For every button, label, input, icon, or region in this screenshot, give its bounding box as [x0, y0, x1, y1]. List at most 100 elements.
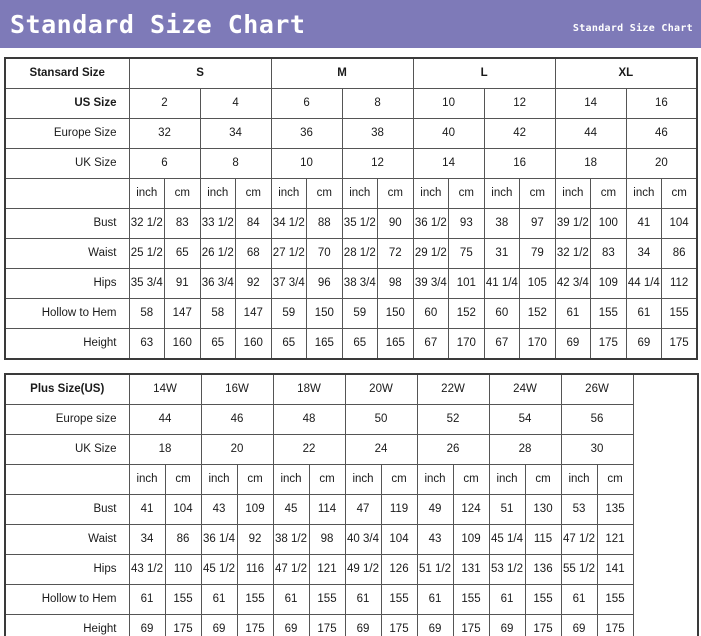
table-cell: 175	[524, 614, 562, 636]
table-cell: 27 1/2	[270, 238, 308, 269]
table-cell: 114	[308, 494, 346, 525]
table-cell: 45 1/4	[488, 524, 526, 555]
plus-size-16w: 16W	[200, 373, 274, 405]
table-cell: 39 3/4	[412, 268, 450, 299]
table-cell: 47 1/2	[560, 524, 598, 555]
table-cell: 34	[128, 524, 166, 555]
plus-size-header-label: Plus Size(US)	[4, 373, 130, 405]
unit-cell: cm	[524, 464, 562, 495]
table-row: Waist 25 1/2 65 26 1/2 68 27 1/2 70 28 1/2 72 29 …	[4, 238, 698, 269]
table-cell: 61	[488, 584, 526, 615]
standard-size-table: Stansard Size S M L XL US Size 2 4 6 8 10 12 14 16 Eur…	[4, 57, 699, 360]
table-cell: 100	[590, 208, 627, 239]
table-cell: 31	[483, 238, 521, 269]
table-cell: 38 3/4	[341, 268, 379, 299]
table-cell: 79	[519, 238, 556, 269]
table-cell: 60	[412, 298, 450, 329]
table-cell: 41 1/4	[483, 268, 521, 299]
table-cell: 175	[308, 614, 346, 636]
table-cell: 18	[128, 434, 202, 465]
table-cell: 8	[199, 148, 272, 179]
table-cell: 155	[308, 584, 346, 615]
table-row: inch cm inch cm inch cm inch cm inch cm inch cm inch…	[4, 178, 698, 209]
table-cell: 8	[341, 88, 414, 119]
table-cell: 10	[412, 88, 485, 119]
table-cell: 49	[416, 494, 454, 525]
table-cell: 175	[164, 614, 202, 636]
table-cell: 26	[416, 434, 490, 465]
table-cell: 109	[590, 268, 627, 299]
table-cell: 34	[625, 238, 663, 269]
row-label: Hips	[4, 268, 130, 299]
table-cell: 109	[236, 494, 274, 525]
table-cell: 65	[341, 328, 379, 360]
table-row: Hips 43 1/2 110 45 1/2 116 47 1/2 121 49 1/2 126…	[4, 554, 698, 585]
unit-cell: inch	[416, 464, 454, 495]
table-row: UK Size 18 20 22 24 26 28 30	[4, 434, 698, 465]
table-cell: 35 1/2	[341, 208, 379, 239]
table-cell: 44	[128, 404, 202, 435]
unit-cell: cm	[377, 178, 414, 209]
table-cell: 16	[483, 148, 556, 179]
row-label: Waist	[4, 238, 130, 269]
unit-cell: inch	[560, 464, 598, 495]
table-cell: 150	[306, 298, 343, 329]
unit-cell: inch	[200, 464, 238, 495]
table-row: inch cm inch cm inch cm inch cm inch cm inch cm inch…	[4, 464, 698, 495]
unit-cell: cm	[452, 464, 490, 495]
table-cell: 88	[306, 208, 343, 239]
unit-cell: inch	[344, 464, 382, 495]
table-cell: 86	[164, 524, 202, 555]
table-cell: 92	[236, 524, 274, 555]
table-cell: 33 1/2	[199, 208, 236, 239]
row-label: Height	[4, 328, 130, 360]
table-cell: 91	[164, 268, 201, 299]
table-cell: 67	[412, 328, 450, 360]
unit-cell: inch	[128, 178, 165, 209]
table-cell: 45 1/2	[200, 554, 238, 585]
table-cell: 170	[519, 328, 556, 360]
table-cell: 155	[452, 584, 490, 615]
table-cell: 155	[596, 584, 634, 615]
row-label: Europe size	[4, 404, 130, 435]
table-cell: 37 3/4	[270, 268, 308, 299]
unit-cell: inch	[412, 178, 450, 209]
table-cell: 98	[377, 268, 414, 299]
table-cell: 34	[199, 118, 272, 149]
table-row: Bust 41 104 43 109 45 114 47 119 49 124 51 130 53 135	[4, 494, 698, 525]
unit-cell: cm	[306, 178, 343, 209]
table-cell: 61	[416, 584, 454, 615]
table-cell: 65	[199, 328, 236, 360]
empty-cell	[632, 373, 699, 636]
table-cell: 2	[128, 88, 201, 119]
table-cell: 69	[128, 614, 166, 636]
unit-cell: inch	[554, 178, 592, 209]
plus-size-20w: 20W	[344, 373, 418, 405]
plus-size-22w: 22W	[416, 373, 490, 405]
table-cell: 14	[554, 88, 627, 119]
table-cell: 175	[236, 614, 274, 636]
page-banner: Standard Size Chart Standard Size Chart	[0, 0, 701, 48]
table-cell: 10	[270, 148, 343, 179]
table-cell: 43 1/2	[128, 554, 166, 585]
table-cell: 50	[344, 404, 418, 435]
table-cell: 97	[519, 208, 556, 239]
row-label: Bust	[4, 494, 130, 525]
table-cell: 126	[380, 554, 418, 585]
plus-size-26w: 26W	[560, 373, 634, 405]
table-cell: 38	[483, 208, 521, 239]
standard-size-header-label: Stansard Size	[4, 57, 130, 89]
table-cell: 16	[625, 88, 698, 119]
table-cell: 170	[448, 328, 485, 360]
table-cell: 131	[452, 554, 490, 585]
table-cell: 165	[377, 328, 414, 360]
table-cell: 155	[236, 584, 274, 615]
table-cell: 69	[344, 614, 382, 636]
table-cell: 42 3/4	[554, 268, 592, 299]
unit-cell: cm	[308, 464, 346, 495]
unit-cell: cm	[590, 178, 627, 209]
table-cell: 59	[341, 298, 379, 329]
table-cell: 68	[235, 238, 272, 269]
table-cell: 36 1/2	[412, 208, 450, 239]
table-cell: 22	[272, 434, 346, 465]
